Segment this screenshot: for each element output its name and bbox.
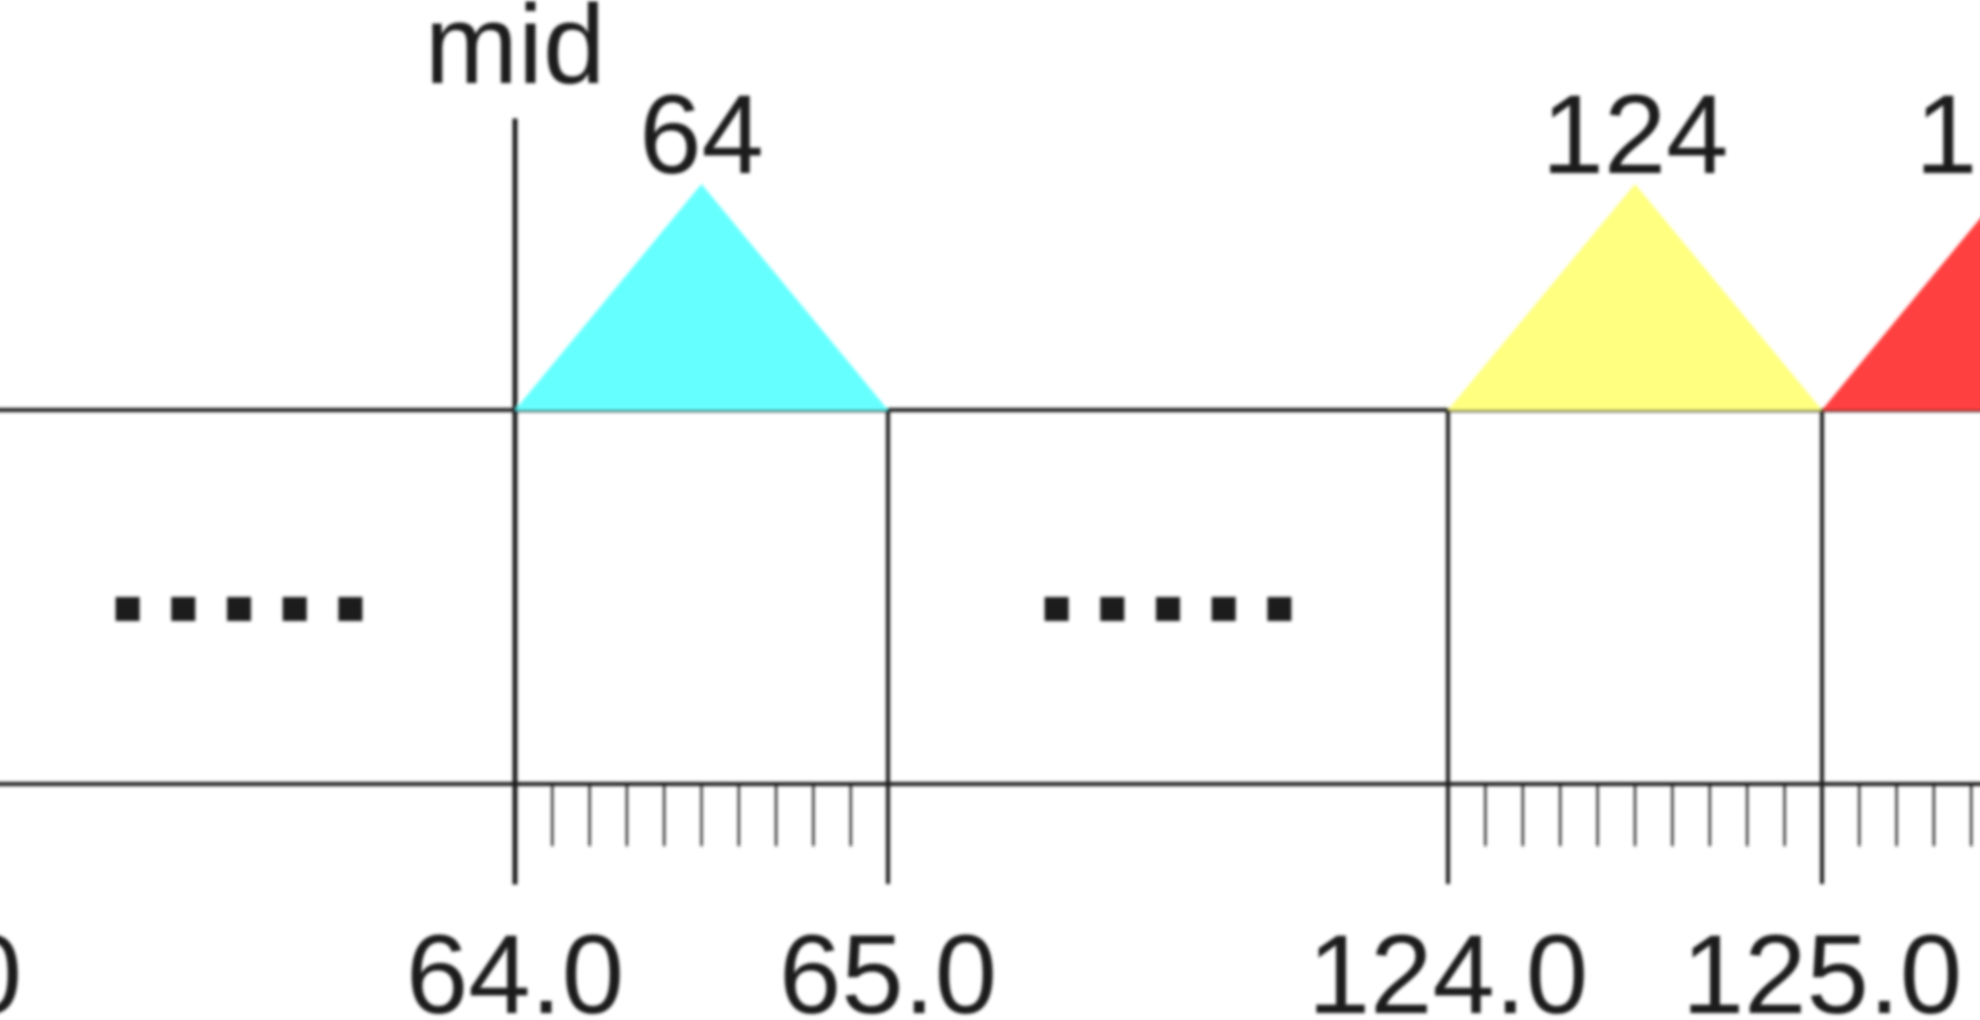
svg-text:124: 124: [1542, 72, 1729, 197]
svg-text:0: 0: [0, 912, 22, 1020]
svg-text:125.0: 125.0: [1682, 912, 1962, 1020]
svg-text:65.0: 65.0: [779, 912, 997, 1020]
svg-text:mid: mid: [425, 0, 605, 107]
svg-text:125: 125: [1915, 72, 1980, 197]
svg-text:64: 64: [639, 72, 764, 197]
svg-text:64.0: 64.0: [406, 912, 624, 1020]
svg-text:124.0: 124.0: [1308, 912, 1588, 1020]
